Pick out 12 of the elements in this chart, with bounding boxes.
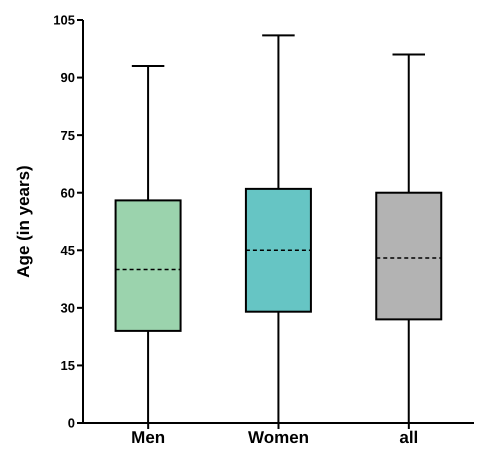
y-tick-label: 0 bbox=[68, 416, 75, 431]
y-tick-label: 60 bbox=[60, 185, 75, 200]
y-tick-label: 45 bbox=[60, 242, 75, 258]
y-tick-label: 105 bbox=[53, 12, 75, 28]
x-tick-label: Men bbox=[131, 428, 166, 448]
x-tick-label: Women bbox=[248, 428, 310, 448]
y-axis-title: Age (in years) bbox=[14, 165, 34, 278]
x-tick-label: all bbox=[399, 428, 418, 448]
y-tick-label: 30 bbox=[60, 300, 75, 316]
y-tick-label: 75 bbox=[60, 128, 75, 143]
y-tick-label: 90 bbox=[60, 70, 75, 86]
y-tick-label: 15 bbox=[60, 358, 75, 374]
